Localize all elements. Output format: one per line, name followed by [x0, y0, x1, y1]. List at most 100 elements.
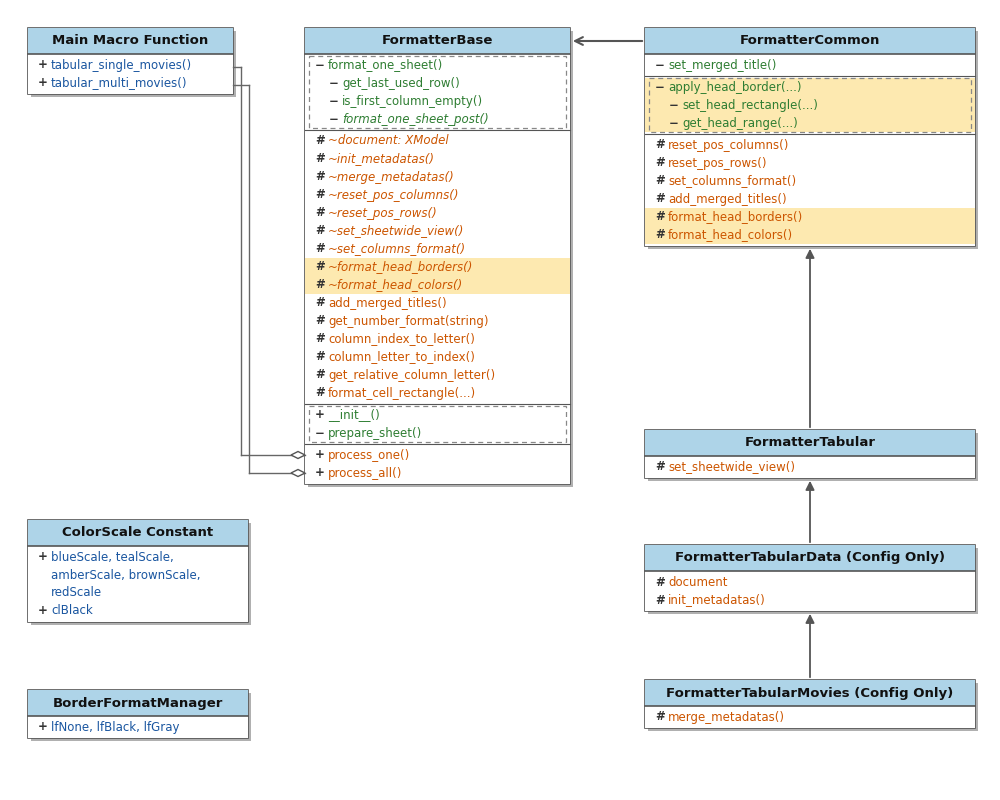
Bar — [28, 28, 233, 54]
Text: is_first_column_empty(): is_first_column_empty() — [342, 94, 483, 107]
Bar — [645, 430, 975, 456]
Text: #: # — [655, 174, 665, 187]
Text: set_columns_format(): set_columns_format() — [668, 174, 796, 187]
Bar — [28, 716, 248, 738]
Bar — [645, 706, 975, 728]
Bar — [28, 520, 248, 622]
Bar — [645, 28, 975, 54]
Text: ~document: XModel: ~document: XModel — [328, 134, 449, 147]
Bar — [28, 520, 248, 546]
Bar — [645, 76, 975, 134]
Text: FormatterTabularData (Config Only): FormatterTabularData (Config Only) — [675, 551, 945, 565]
Text: tabular_single_movies(): tabular_single_movies() — [51, 58, 192, 71]
Text: get_relative_column_letter(): get_relative_column_letter() — [328, 369, 495, 382]
Bar — [645, 114, 975, 132]
Text: ColorScale Constant: ColorScale Constant — [62, 526, 214, 539]
Text: #: # — [315, 350, 325, 363]
Text: set_sheetwide_view(): set_sheetwide_view() — [668, 461, 795, 474]
Text: #: # — [315, 153, 325, 166]
Text: #: # — [315, 297, 325, 310]
Bar — [31, 693, 251, 741]
Bar — [648, 548, 978, 614]
Text: +: + — [315, 466, 325, 479]
Text: ~format_head_borders(): ~format_head_borders() — [328, 261, 473, 274]
Text: tabular_multi_movies(): tabular_multi_movies() — [51, 77, 188, 90]
Bar — [648, 433, 978, 481]
Text: #: # — [315, 206, 325, 219]
Bar — [308, 31, 573, 487]
Text: ~init_metadatas(): ~init_metadatas() — [328, 153, 435, 166]
Text: +: + — [38, 721, 48, 734]
Text: #: # — [315, 314, 325, 327]
Text: apply_head_border(...): apply_head_border(...) — [668, 81, 802, 94]
Text: #: # — [655, 575, 665, 589]
Bar — [645, 430, 975, 478]
Text: −: − — [329, 113, 339, 126]
Bar — [28, 690, 248, 738]
Text: ~reset_pos_rows(): ~reset_pos_rows() — [328, 206, 438, 219]
Text: column_index_to_letter(): column_index_to_letter() — [328, 333, 475, 346]
Text: column_letter_to_index(): column_letter_to_index() — [328, 350, 475, 363]
Text: #: # — [655, 193, 665, 206]
Text: process_one(): process_one() — [328, 449, 410, 462]
Bar — [305, 258, 570, 276]
Bar — [645, 78, 975, 96]
Bar — [28, 546, 248, 622]
Text: #: # — [315, 278, 325, 291]
Text: #: # — [315, 386, 325, 399]
Text: #: # — [315, 333, 325, 346]
Text: get_head_range(...): get_head_range(...) — [682, 117, 798, 130]
Bar — [305, 444, 570, 484]
Bar — [645, 545, 975, 611]
Text: −: − — [669, 98, 679, 111]
Text: −: − — [315, 426, 325, 439]
Bar — [645, 134, 975, 246]
Text: +: + — [38, 58, 48, 71]
Bar — [645, 226, 975, 244]
Text: merge_metadatas(): merge_metadatas() — [668, 710, 785, 723]
Text: −: − — [329, 77, 339, 90]
Text: BorderFormatManager: BorderFormatManager — [53, 697, 223, 710]
Text: +: + — [38, 550, 48, 563]
Text: #: # — [655, 138, 665, 151]
Text: add_merged_titles(): add_merged_titles() — [668, 193, 787, 206]
Text: ~set_sheetwide_view(): ~set_sheetwide_view() — [328, 225, 464, 238]
Text: ~merge_metadatas(): ~merge_metadatas() — [328, 170, 455, 183]
Bar — [645, 208, 975, 226]
Bar — [305, 28, 570, 54]
Text: #: # — [315, 242, 325, 255]
Bar — [645, 680, 975, 706]
Bar — [305, 28, 570, 484]
Text: FormatterCommon: FormatterCommon — [740, 34, 880, 47]
Polygon shape — [291, 470, 305, 477]
Bar — [28, 54, 233, 94]
Bar — [645, 545, 975, 571]
Text: set_head_rectangle(...): set_head_rectangle(...) — [682, 98, 818, 111]
Bar — [309, 56, 566, 128]
Bar — [649, 78, 971, 132]
Text: format_cell_rectangle(...): format_cell_rectangle(...) — [328, 386, 476, 399]
Bar — [645, 571, 975, 611]
Text: #: # — [315, 225, 325, 238]
Text: ~format_head_colors(): ~format_head_colors() — [328, 278, 463, 291]
Bar — [305, 54, 570, 130]
Text: amberScale, brownScale,: amberScale, brownScale, — [51, 569, 200, 582]
Text: redScale: redScale — [51, 586, 102, 599]
Text: set_merged_title(): set_merged_title() — [668, 58, 776, 71]
Text: #: # — [655, 229, 665, 242]
Text: reset_pos_columns(): reset_pos_columns() — [668, 138, 789, 151]
Text: #: # — [315, 261, 325, 274]
Text: ~reset_pos_columns(): ~reset_pos_columns() — [328, 189, 460, 202]
Bar — [645, 28, 975, 246]
Text: −: − — [655, 81, 665, 94]
Text: FormatterBase: FormatterBase — [382, 34, 493, 47]
Bar — [31, 31, 236, 97]
Bar — [31, 523, 251, 625]
Bar — [309, 406, 566, 442]
Text: prepare_sheet(): prepare_sheet() — [328, 426, 422, 439]
Text: format_head_borders(): format_head_borders() — [668, 210, 803, 223]
Text: #: # — [315, 369, 325, 382]
Text: #: # — [315, 134, 325, 147]
Text: format_head_colors(): format_head_colors() — [668, 229, 793, 242]
Text: #: # — [655, 710, 665, 723]
